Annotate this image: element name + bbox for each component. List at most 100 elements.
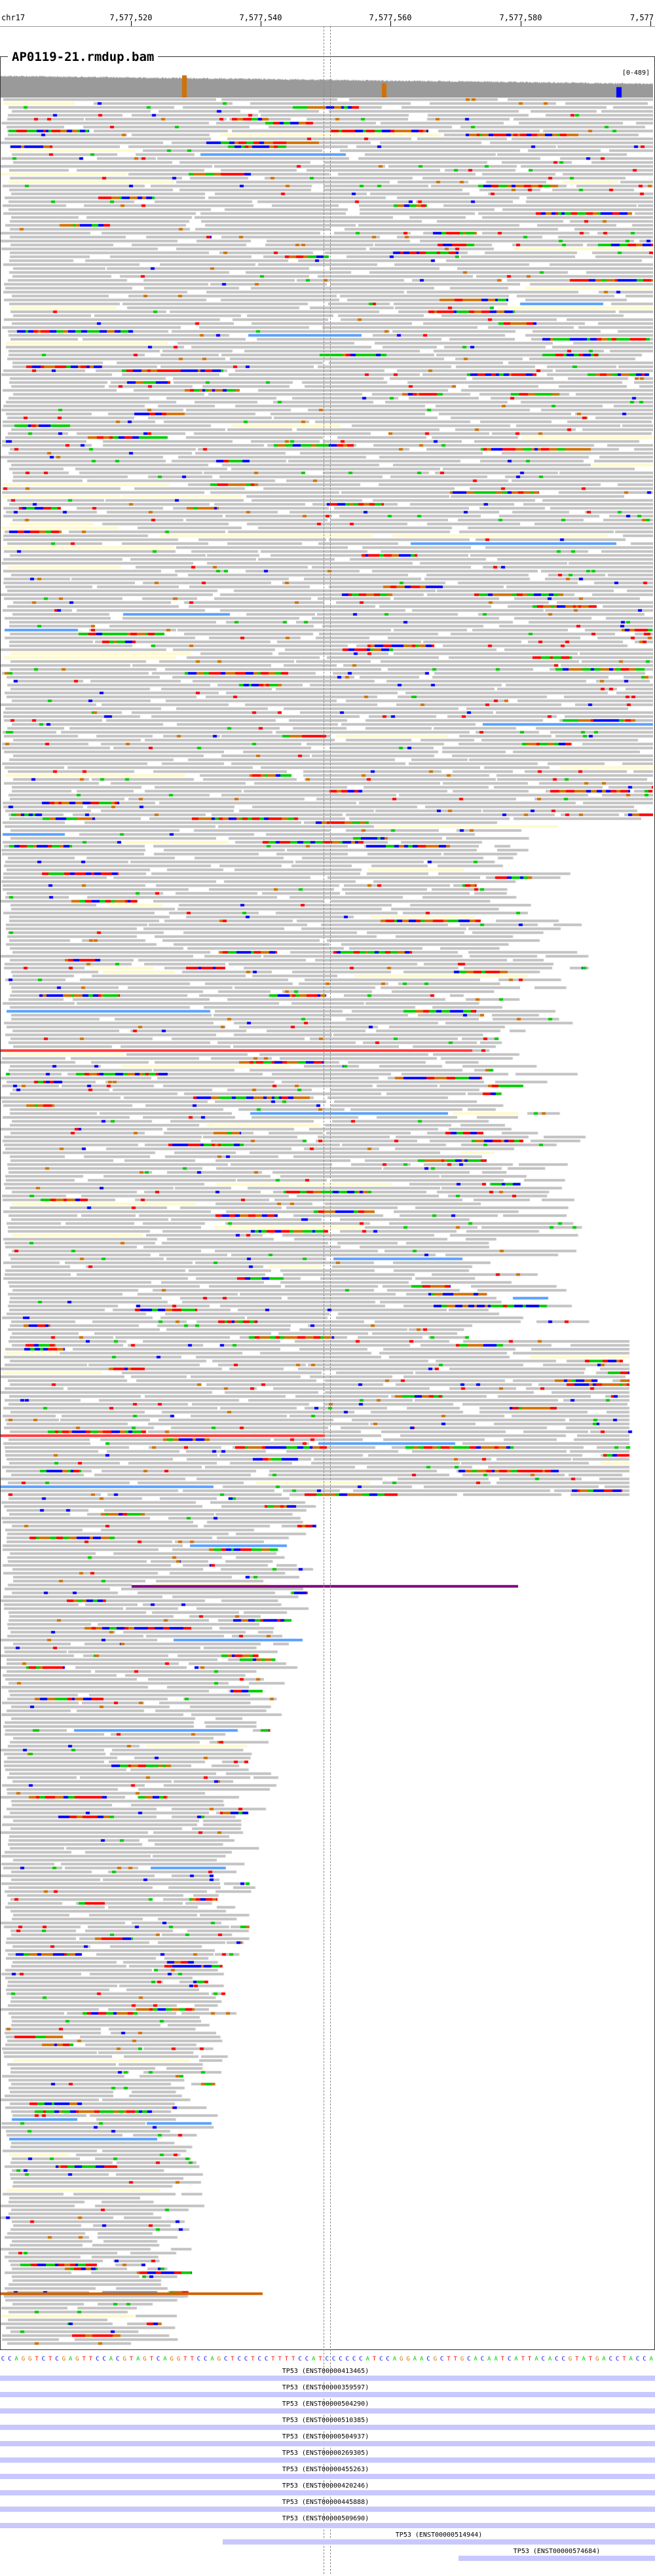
coverage-track[interactable] xyxy=(1,74,653,98)
ruler-tick-label: 7,577,580 xyxy=(499,13,542,22)
gene-transcript[interactable]: TP53 (ENST00000269305) xyxy=(0,2450,655,2464)
sequence-base: C xyxy=(244,2356,248,2362)
transcript-label: TP53 (ENST00000413465) xyxy=(282,2368,369,2375)
sequence-base: A xyxy=(14,2356,18,2362)
sequence-base: T xyxy=(372,2356,377,2362)
transcript-bar xyxy=(223,2539,655,2545)
gene-track[interactable]: TP53 (ENST00000413465) TP53 (ENST00000359… xyxy=(0,2368,655,2574)
sequence-base: C xyxy=(352,2356,356,2362)
sequence-base: G xyxy=(460,2356,464,2362)
sequence-base: G xyxy=(406,2356,410,2362)
sequence-base: G xyxy=(217,2356,221,2362)
sequence-base: C xyxy=(339,2356,343,2362)
ruler-tick xyxy=(131,21,132,26)
sequence-base: T xyxy=(48,2356,52,2362)
sequence-base: A xyxy=(514,2356,518,2362)
sequence-base: A xyxy=(548,2356,552,2362)
genomic-ruler: chr17 7,577,520 7,577,540 7,577,560 7,57… xyxy=(0,0,655,27)
gene-transcript[interactable]: TP53 (ENST00000504290) xyxy=(0,2400,655,2415)
sequence-base: G xyxy=(62,2356,66,2362)
sequence-base: T xyxy=(231,2356,234,2362)
sequence-base: A xyxy=(474,2356,477,2362)
sequence-base: C xyxy=(257,2356,261,2362)
gene-transcript[interactable]: TP53 (ENST00000510385) xyxy=(0,2417,655,2431)
sequence-base: C xyxy=(298,2356,302,2362)
gene-transcript[interactable]: TP53 (ENST00000359597) xyxy=(0,2384,655,2399)
sequence-base: C xyxy=(608,2356,613,2362)
sequence-base: C xyxy=(102,2356,106,2362)
transcript-bar xyxy=(0,2392,655,2397)
transcript-bar xyxy=(0,2376,655,2381)
sequence-base: T xyxy=(35,2356,39,2362)
chromosome-label: chr17 xyxy=(1,13,26,22)
sequence-base: C xyxy=(55,2356,59,2362)
sequence-base: C xyxy=(223,2356,228,2362)
transcript-label: TP53 (ENST00000504290) xyxy=(282,2400,369,2408)
sequence-base: C xyxy=(386,2356,390,2362)
gene-transcript[interactable]: TP53 (ENST00000504937) xyxy=(0,2433,655,2448)
sequence-base: C xyxy=(204,2356,208,2362)
transcript-label: TP53 (ENST00000574684) xyxy=(513,2548,601,2555)
transcript-bar xyxy=(458,2556,655,2561)
sequence-base: A xyxy=(602,2356,606,2362)
sequence-base: A xyxy=(109,2356,113,2362)
gene-transcript[interactable]: TP53 (ENST00000413465) xyxy=(0,2368,655,2382)
sequence-base: A xyxy=(534,2356,538,2362)
sequence-base: G xyxy=(595,2356,599,2362)
sequence-base: A xyxy=(649,2356,653,2362)
sequence-base: A xyxy=(312,2356,316,2362)
sequence-base: T xyxy=(447,2356,451,2362)
sequence-base: T xyxy=(271,2356,275,2362)
sequence-base: T xyxy=(575,2356,579,2362)
transcript-label: TP53 (ENST00000455263) xyxy=(282,2466,369,2473)
sequence-base: T xyxy=(318,2356,322,2362)
sequence-base: C xyxy=(96,2356,100,2362)
sequence-base: G xyxy=(21,2356,26,2362)
sequence-base: T xyxy=(622,2356,626,2362)
sequence-base: T xyxy=(284,2356,289,2362)
sequence-base: C xyxy=(615,2356,620,2362)
track-title: AP0119-21.rmdup.bam xyxy=(8,50,159,64)
sequence-base: A xyxy=(136,2356,140,2362)
sequence-base: T xyxy=(453,2356,457,2362)
ruler-tick xyxy=(390,21,391,26)
sequence-base: T xyxy=(521,2356,525,2362)
sequence-base: C xyxy=(8,2356,12,2362)
ruler-tick-label: 7,577,520 xyxy=(109,13,153,22)
sequence-base: C xyxy=(345,2356,349,2362)
gene-transcript[interactable]: TP53 (ENST00000509690) xyxy=(0,2515,655,2529)
sequence-base: A xyxy=(163,2356,167,2362)
sequence-base: T xyxy=(251,2356,255,2362)
gene-transcript[interactable]: TP53 (ENST00000445888) xyxy=(0,2499,655,2513)
sequence-base: G xyxy=(400,2356,403,2362)
gene-transcript[interactable]: TP53 (ENST00000455263) xyxy=(0,2466,655,2480)
sequence-base: G xyxy=(568,2356,572,2362)
sequence-base: C xyxy=(331,2356,336,2362)
transcript-bar xyxy=(0,2457,655,2463)
sequence-base: T xyxy=(82,2356,86,2362)
sequence-base: T xyxy=(278,2356,282,2362)
transcript-label: TP53 (ENST00000509690) xyxy=(282,2515,369,2522)
sequence-base: A xyxy=(365,2356,369,2362)
sequence-base: C xyxy=(325,2356,329,2362)
sequence-base: C xyxy=(156,2356,160,2362)
transcript-label: TP53 (ENST00000445888) xyxy=(282,2499,369,2506)
gene-transcript[interactable]: TP53 (ENST00000574684) xyxy=(458,2548,655,2562)
sequence-base: C xyxy=(440,2356,444,2362)
transcript-label: TP53 (ENST00000420246) xyxy=(282,2482,369,2490)
gene-transcript[interactable]: TP53 (ENST00000420246) xyxy=(0,2482,655,2497)
sequence-base: G xyxy=(170,2356,174,2362)
gene-transcript[interactable]: TP53 (ENST00000514944) xyxy=(223,2531,655,2546)
sequence-base: C xyxy=(116,2356,120,2362)
transcript-bar xyxy=(0,2507,655,2512)
sequence-base: C xyxy=(467,2356,471,2362)
sequence-base: C xyxy=(1,2356,5,2362)
read-pileup[interactable] xyxy=(1,98,653,2351)
sequence-base: G xyxy=(176,2356,181,2362)
sequence-base: G xyxy=(28,2356,32,2362)
sequence-base: A xyxy=(494,2356,498,2362)
sequence-base: G xyxy=(143,2356,147,2362)
transcript-label: TP53 (ENST00000269305) xyxy=(282,2450,369,2457)
transcript-bar xyxy=(0,2408,655,2414)
